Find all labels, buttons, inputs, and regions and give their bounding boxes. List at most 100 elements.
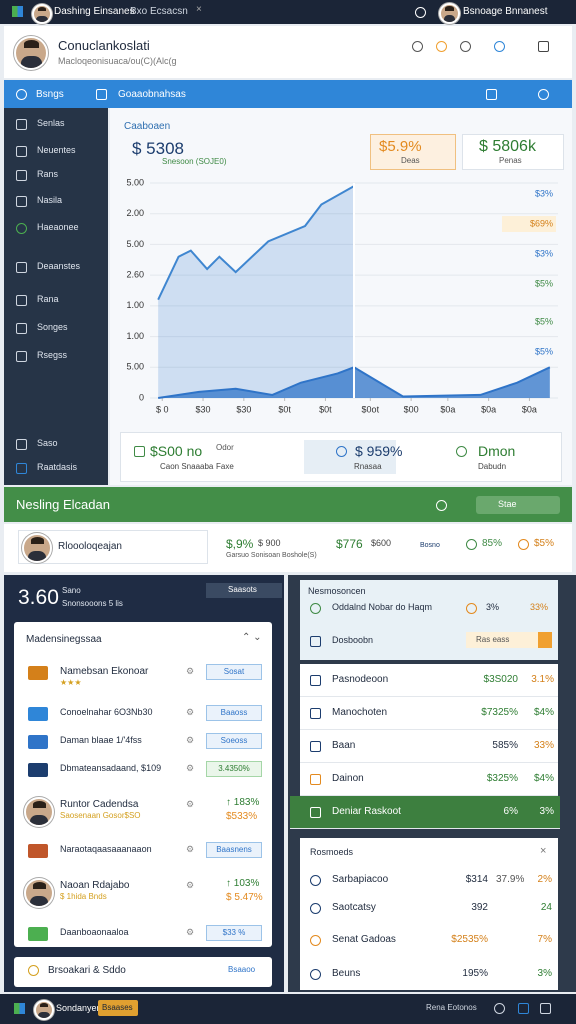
item-action: ⚙ [186, 763, 195, 773]
icon [412, 41, 423, 52]
sidebar-item[interactable]: Neuentes [37, 145, 76, 155]
item-badge: Soeoss [206, 733, 262, 749]
bottom-user: Sondanyen [56, 1003, 102, 1013]
list-title: Madensinegssaa [26, 634, 102, 645]
icon [518, 1003, 529, 1014]
sidebar-footer-item[interactable]: Raatdasis [37, 462, 78, 472]
summary-label: Faxe [216, 462, 234, 471]
icon [16, 196, 27, 207]
sidebar-item[interactable]: Rans [37, 169, 59, 179]
item-icon [28, 735, 48, 749]
sidebar-item[interactable]: Nasila [37, 195, 63, 205]
bottom-right-text: Rena Eotonos [426, 1003, 477, 1012]
row-value: $3S020 [483, 674, 518, 685]
item-name[interactable]: Conoelnahar 6O3Nb30 [60, 707, 153, 717]
row-name[interactable]: Baan [332, 740, 356, 751]
row-name[interactable]: Manochoten [332, 707, 388, 718]
sidebar-item[interactable]: Haeaonee [37, 222, 79, 232]
recent-change: 7% [537, 934, 552, 945]
item-name[interactable]: Runtor Cadendsa [60, 799, 139, 810]
item-name[interactable]: Dbmateansadaand, $109 [60, 763, 162, 773]
top-bar [0, 0, 576, 24]
sidebar-item[interactable]: Rsegss [37, 350, 68, 360]
annotation: $3% [535, 188, 553, 198]
main-panel [110, 108, 572, 485]
banner-button[interactable]: Stae [476, 496, 560, 514]
recent-name[interactable]: Senat Gadoas [332, 934, 396, 945]
y-tick-label: 1.00 [126, 300, 144, 310]
row-name[interactable]: Dainon [332, 773, 364, 784]
recent-value: 392 [471, 902, 488, 913]
icon [310, 807, 321, 818]
sidebar-footer-item[interactable]: Saso [37, 438, 58, 448]
item-name[interactable]: Naoan Rdajabo [60, 880, 130, 891]
sidebar-item[interactable]: Senlas [37, 118, 65, 128]
icon [16, 170, 27, 181]
annotation: $69% [530, 218, 553, 228]
close-tab: × [196, 4, 202, 15]
nav-item[interactable]: Bsngs [36, 89, 64, 100]
sidebar-item[interactable]: Songes [37, 322, 68, 332]
icon [16, 439, 27, 450]
sidebar-item[interactable]: Deaanstes [37, 261, 81, 271]
x-tick-label: $0ot [362, 404, 380, 414]
row-badge: Ras eass [466, 632, 552, 648]
app-logo [14, 1003, 25, 1014]
app-logo [12, 6, 23, 17]
recent-value: $2535% [451, 934, 488, 945]
nav-item[interactable]: Goaaobnahsas [118, 89, 186, 100]
panel-button[interactable]: Saasots [206, 583, 282, 598]
item-icon [28, 927, 48, 941]
item-sub: $ 1hida Bnds [60, 892, 107, 901]
item-name[interactable]: Naraotaqaasaaanaaon [60, 844, 152, 854]
icon [310, 875, 321, 886]
kpi-box: $ 5806k Penas [462, 134, 564, 170]
overview-total: $ 5308 [132, 139, 184, 158]
series-line [157, 185, 355, 301]
x-tick-label: $0a [522, 404, 537, 414]
summary-label: Caon Snaaaba [160, 462, 214, 471]
item-name[interactable]: Daman blaae 1/'4fss [60, 735, 142, 745]
avatar-hair [40, 1003, 48, 1008]
item-action: ⚙ [186, 799, 195, 809]
item-action: ⚙ [186, 707, 195, 717]
avatar-hair [38, 7, 46, 12]
item-sub: Saosenaan Gosor$SO [60, 811, 141, 820]
series-line [158, 366, 551, 399]
avatar-body [29, 895, 49, 906]
item-name[interactable]: Namebsan Ekonoar [60, 666, 149, 677]
bottom-bar [0, 994, 576, 1024]
avatar [24, 797, 54, 827]
item-name[interactable]: Daanboaonaaloa [60, 927, 129, 937]
avatar [22, 533, 52, 563]
summary-box [304, 440, 396, 474]
table-row [300, 763, 558, 796]
item-action: ⚙ [186, 735, 195, 745]
item-badge: $33 % [206, 925, 262, 941]
row-name: Dosboobn [332, 635, 374, 645]
y-tick-label: 2.00 [126, 208, 144, 218]
row-value: $7325% [481, 707, 518, 718]
row-name[interactable]: Pasnodeoon [332, 674, 389, 685]
recent-value: 195% [462, 968, 488, 979]
icon [16, 262, 27, 273]
y-tick-label: 2.60 [126, 270, 144, 280]
panel-sub: Snonsooons 5 lis [62, 599, 123, 608]
recent-name[interactable]: Saotcatsy [332, 902, 376, 913]
profile-name: Rloooloqeajan [58, 541, 122, 552]
avatar-body [38, 1011, 50, 1018]
kpi-box: $5.9% Deas [370, 134, 456, 170]
avatar-hair [32, 882, 46, 889]
recent-pct: 37.9% [496, 874, 525, 885]
sidebar-item[interactable]: Rana [37, 294, 59, 304]
kpi-value: $5.9% [379, 138, 422, 155]
bottom-button[interactable]: Bsaases [98, 1000, 138, 1016]
row-name[interactable]: Deniar Raskoot [332, 806, 401, 817]
recent-name[interactable]: Beuns [332, 968, 361, 979]
kpi-label: Deas [401, 156, 420, 165]
recent-name[interactable]: Sarbapiacoo [332, 874, 389, 885]
item-badge: Baasnens [206, 842, 262, 858]
icon [466, 603, 477, 614]
x-tick-label: $30 [236, 404, 251, 414]
overview-note: Snesoon (SOJE0) [162, 157, 227, 166]
